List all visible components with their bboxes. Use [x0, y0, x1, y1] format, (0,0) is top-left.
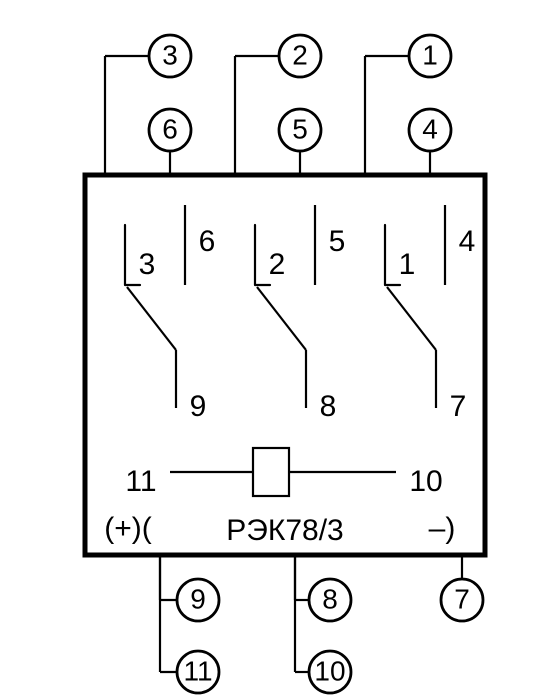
- model-label: РЭК78/3: [226, 514, 343, 547]
- coil-label-left: 11: [125, 465, 156, 498]
- pin-label-2: 2: [292, 39, 308, 70]
- contact-nc-label: 3: [139, 248, 156, 281]
- pin-label-8: 8: [322, 583, 338, 614]
- polarity-minus: –): [429, 512, 456, 545]
- polarity-plus: (+)(: [104, 512, 152, 545]
- pin-label-9: 9: [190, 583, 206, 614]
- contact-pole-label: 7: [450, 390, 467, 423]
- contact-no-label: 6: [199, 225, 216, 258]
- pin-label-10: 10: [314, 655, 345, 686]
- pin-8: 8: [309, 579, 351, 621]
- coil-label-right: 10: [409, 465, 442, 498]
- pin-label-6: 6: [162, 113, 178, 144]
- contact-nc-label: 2: [269, 248, 286, 281]
- pin-label-3: 3: [162, 39, 178, 70]
- pin-11: 11: [177, 651, 219, 693]
- pin-label-1: 1: [422, 39, 438, 70]
- pin-label-11: 11: [183, 655, 212, 686]
- pin-9: 9: [177, 579, 219, 621]
- pin-label-4: 4: [422, 113, 438, 144]
- pin-10: 10: [309, 651, 351, 693]
- pin-3: 3: [149, 35, 191, 77]
- pin-7: 7: [441, 579, 483, 621]
- coil-symbol: [253, 448, 289, 496]
- contact-pole-label: 8: [320, 390, 337, 423]
- pin-2: 2: [279, 35, 321, 77]
- pin-label-7: 7: [454, 583, 470, 614]
- relay-box: [85, 175, 485, 555]
- pin-5: 5: [279, 109, 321, 151]
- pin-4: 4: [409, 109, 451, 151]
- contact-no-label: 4: [459, 225, 476, 258]
- contact-no-label: 5: [329, 225, 346, 258]
- pin-label-5: 5: [292, 113, 308, 144]
- contact-nc-label: 1: [399, 248, 416, 281]
- contact-pole-label: 9: [190, 390, 207, 423]
- pin-6: 6: [149, 109, 191, 151]
- pin-1: 1: [409, 35, 451, 77]
